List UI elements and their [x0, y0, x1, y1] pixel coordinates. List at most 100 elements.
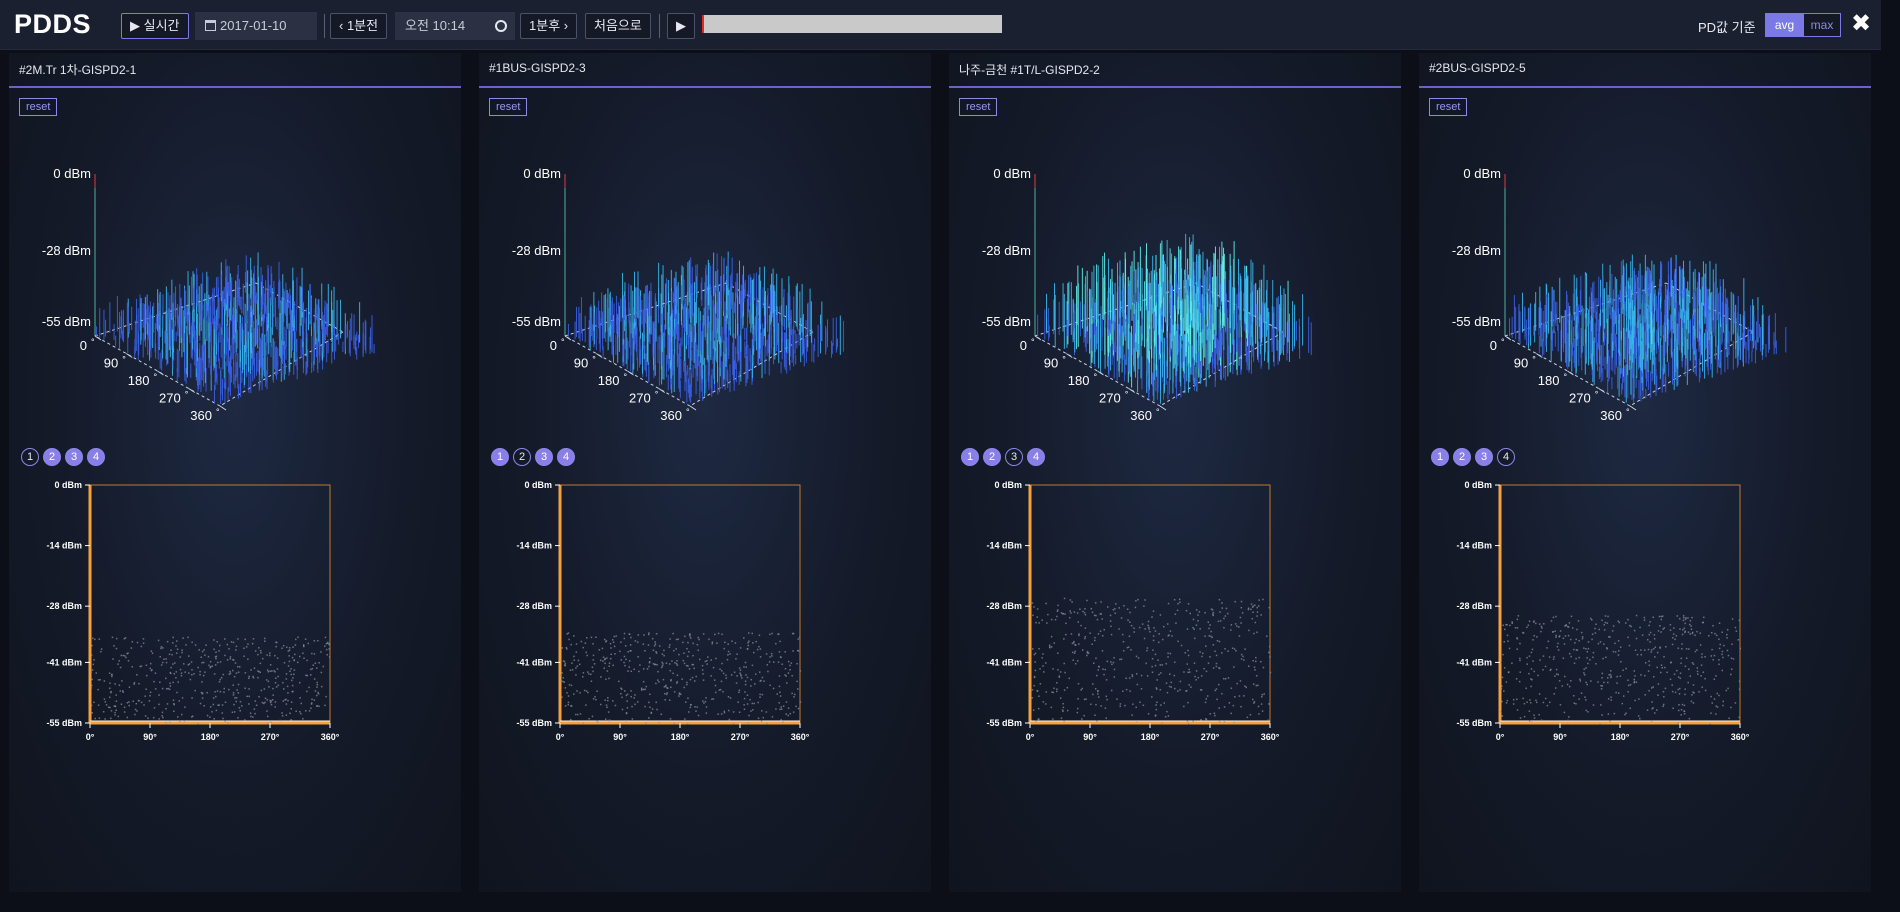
x-tick-label: 270° [1201, 732, 1220, 742]
toolbar: PDDS ▶ 실시간 2017-01-10 ‹ 1분전 오전 10:14 1분후… [0, 0, 1881, 50]
playback-progress-fill [702, 15, 704, 33]
channel-2-toggle[interactable]: 2 [513, 448, 531, 466]
z-tick-label: -55 dBm [1452, 314, 1501, 329]
toolbar-divider [324, 14, 325, 38]
reset-button[interactable]: reset [489, 98, 528, 116]
phase-tick-label: 360 [1130, 408, 1152, 423]
y-tick-label: 0 dBm [54, 480, 82, 490]
prpd-scatter-chart[interactable]: 0 dBm -14 dBm -28 dBm -41 dBm -55 dBm 0° 90° 18… [949, 473, 1401, 863]
phase-tick [157, 370, 164, 376]
phase-tick [219, 405, 227, 411]
plot-frame [559, 484, 801, 724]
next-minute-button[interactable]: 1분후 › [520, 13, 578, 39]
phase-tick-label: 360 [190, 408, 212, 423]
phase-tick-label: 270 [629, 391, 651, 406]
phase-tick [595, 353, 603, 358]
phase-tick-degree: ° [1626, 407, 1630, 417]
realtime-button[interactable]: ▶ 실시간 [121, 13, 189, 39]
y-tick-label: -41 dBm [1456, 657, 1492, 667]
channel-2-toggle[interactable]: 2 [1453, 448, 1471, 466]
phase-tick [1128, 388, 1136, 393]
channel-3-toggle[interactable]: 3 [65, 448, 83, 466]
channel-1-toggle[interactable]: 1 [491, 448, 509, 466]
phase-tick-degree: ° [154, 372, 158, 382]
y-tick-label: -28 dBm [1456, 601, 1492, 611]
z-tick-label: -28 dBm [982, 243, 1031, 258]
channel-3-toggle[interactable]: 3 [1475, 448, 1493, 466]
phase-tick [627, 370, 634, 376]
panel-title: 나주-금천 #1T/L-GISPD2-2 [959, 63, 1100, 77]
phase-tick-label: 180 [598, 373, 620, 388]
reset-button[interactable]: reset [1429, 98, 1468, 116]
z-tick-label: 0 dBm [993, 166, 1031, 181]
phase-tick-label: 180 [128, 373, 150, 388]
channel-4-toggle[interactable]: 4 [1497, 448, 1515, 466]
x-tick-label: 360° [791, 732, 810, 742]
phase-tick-label: 270 [1569, 391, 1591, 406]
y-tick-label: -55 dBm [46, 718, 82, 728]
phase-tick-degree: ° [1564, 372, 1568, 382]
y-tick-label: -41 dBm [986, 657, 1022, 667]
phase-tick-label: 180 [1068, 373, 1090, 388]
clock-icon [495, 20, 507, 32]
x-tick-label: 0° [1496, 732, 1505, 742]
x-tick-label: 270° [1671, 732, 1690, 742]
channel-1-toggle[interactable]: 1 [1431, 448, 1449, 466]
channel-4-toggle[interactable]: 4 [87, 448, 105, 466]
phase-tick-degree: ° [1532, 355, 1536, 365]
phase-tick-label: 270 [1099, 391, 1121, 406]
phase-tick [1504, 335, 1512, 341]
time-field[interactable]: 오전 10:14 [395, 12, 515, 40]
channel-1-toggle[interactable]: 1 [21, 448, 39, 466]
phase-tick [188, 388, 196, 393]
channel-2-toggle[interactable]: 2 [983, 448, 1001, 466]
phase-tick-degree: ° [655, 390, 659, 400]
phase-tick-degree: ° [1501, 337, 1505, 347]
prev-minute-button[interactable]: ‹ 1분전 [330, 13, 388, 39]
toolbar-divider [659, 14, 660, 38]
phase-tick [1034, 335, 1042, 341]
phase-tick-degree: ° [185, 390, 189, 400]
phase-tick-degree: ° [624, 372, 628, 382]
phase-tick [689, 405, 697, 411]
y-tick-label: 0 dBm [994, 480, 1022, 490]
max-toggle[interactable]: max [1803, 13, 1841, 37]
avg-toggle[interactable]: avg [1765, 13, 1804, 37]
channel-4-toggle[interactable]: 4 [1027, 448, 1045, 466]
prpd-scatter-chart[interactable]: 0 dBm -14 dBm -28 dBm -41 dBm -55 dBm 0° 90° 18… [9, 473, 461, 863]
playback-progress-bar[interactable] [702, 15, 1002, 33]
panel-title-underline [9, 86, 461, 88]
phase-tick-label: 270 [159, 391, 181, 406]
first-button[interactable]: 처음으로 [585, 13, 651, 39]
prpd-points [560, 632, 802, 725]
close-icon[interactable]: ✖ [1851, 10, 1872, 37]
channel-3-toggle[interactable]: 3 [1005, 448, 1023, 466]
prpd-scatter-chart[interactable]: 0 dBm -14 dBm -28 dBm -41 dBm -55 dBm 0° 90° 18… [479, 473, 931, 863]
y-tick-label: -14 dBm [986, 541, 1022, 551]
channel-2-toggle[interactable]: 2 [43, 448, 61, 466]
prpd-scatter-chart[interactable]: 0 dBm -14 dBm -28 dBm -41 dBm -55 dBm 0° 90° 18… [1419, 473, 1871, 863]
channel-1-toggle[interactable]: 1 [961, 448, 979, 466]
app-title: PDDS [14, 9, 92, 39]
phase-tick-degree: ° [1031, 337, 1035, 347]
play-button[interactable]: ▶ [667, 13, 695, 39]
reset-button[interactable]: reset [959, 98, 998, 116]
phase-tick-label: 0 [550, 338, 557, 353]
y-tick-label: -14 dBm [46, 541, 82, 551]
y-tick-label: -28 dBm [46, 601, 82, 611]
date-field[interactable]: 2017-01-10 [195, 12, 317, 40]
phase-tick-degree: ° [1062, 355, 1066, 365]
phase-tick-degree: ° [561, 337, 565, 347]
prps-bars [1037, 233, 1312, 404]
channel-4-toggle[interactable]: 4 [557, 448, 575, 466]
x-tick-label: 270° [261, 732, 280, 742]
y-tick-label: -55 dBm [986, 718, 1022, 728]
x-tick-label: 90° [1083, 732, 1097, 742]
channel-3-toggle[interactable]: 3 [535, 448, 553, 466]
phase-tick-label: 90 [574, 356, 588, 371]
reset-button[interactable]: reset [19, 98, 58, 116]
